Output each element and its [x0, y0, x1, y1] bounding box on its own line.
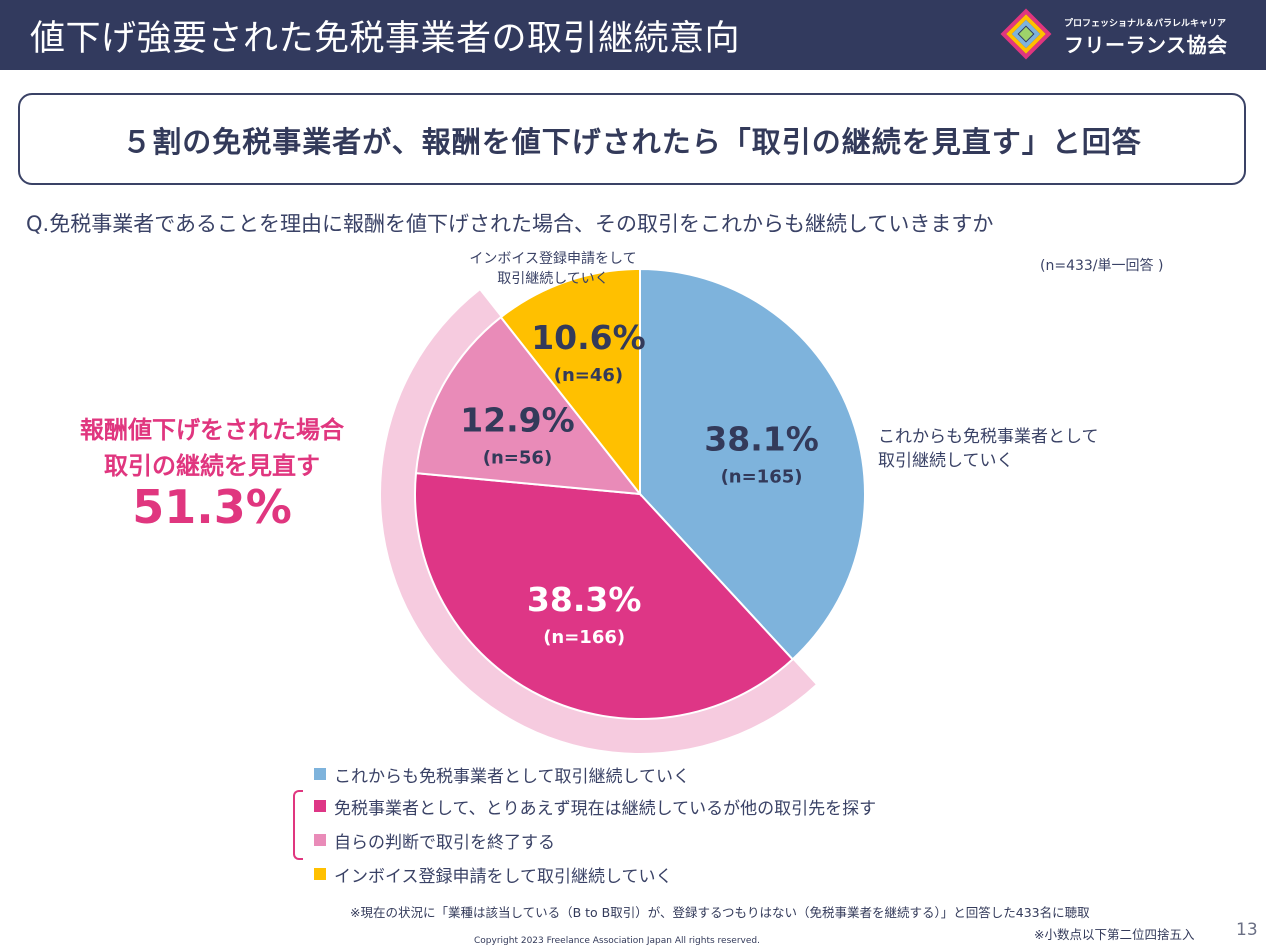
footnote-sample: ※現在の状況に「業種は該当している（B to B取引）が、登録するつもりはない（…: [350, 905, 1090, 920]
pie-slice: [639, 267, 866, 661]
pie-slice: [499, 267, 641, 497]
headline-text: ５割の免税事業者が、報酬を値下げされたら「取引の継続を見直す」と回答: [122, 125, 1142, 159]
slice-count-label: (n=165): [721, 466, 803, 487]
logo-name: フリーランス協会: [1064, 33, 1228, 57]
slide-header: 値下げ強要された免税事業者の取引継続意向 プロフェッショナル＆パラレルキャリア …: [0, 0, 1266, 70]
headline-box: ５割の免税事業者が、報酬を値下げされたら「取引の継続を見直す」と回答: [18, 93, 1246, 185]
outside-label-line: これからも免税事業者として: [878, 427, 1099, 447]
legend-swatch: [314, 868, 326, 880]
pie-slice: [414, 472, 795, 720]
legend-label: 免税事業者として、とりあえず現在は継続しているが他の取引先を探す: [334, 799, 877, 819]
outside-label-line: インボイス登録申請をして: [469, 251, 636, 267]
logo-mark-icon: [1000, 8, 1052, 60]
outside-label-line: 取引継続していく: [878, 451, 1014, 471]
slice-count-label: (n=166): [543, 627, 625, 648]
callout-percentage: 51.3%: [132, 480, 292, 534]
association-logo: プロフェッショナル＆パラレルキャリア フリーランス協会: [998, 6, 1258, 64]
callout-line-2: 取引の継続を見直す: [104, 452, 320, 480]
slice-percentage-label: 10.6%: [531, 318, 646, 357]
legend-swatch: [314, 800, 326, 812]
slice-percentage-label: 38.1%: [704, 419, 819, 458]
slice-percentage-label: 38.3%: [527, 580, 642, 619]
sample-size-note: (n=433/単一回答 ): [1040, 258, 1164, 274]
legend-swatch: [314, 768, 326, 780]
pie-slice: [414, 315, 643, 496]
slice-count-label: (n=56): [483, 447, 552, 468]
legend-swatch: [314, 834, 326, 846]
copyright: Copyright 2023 Freelance Association Jap…: [474, 936, 760, 946]
legend-label: これからも免税事業者として取引継続していく: [334, 767, 690, 787]
outside-label-line: 取引継続していく: [497, 270, 609, 287]
slice-percentage-label: 12.9%: [460, 400, 575, 439]
page-number: 13: [1236, 920, 1258, 940]
footnote-rounding: ※小数点以下第二位四捨五入: [1034, 927, 1195, 942]
callout-line-1: 報酬値下げをされた場合: [80, 416, 344, 444]
legend-label: 自らの判断で取引を終了する: [334, 833, 555, 853]
slide-title: 値下げ強要された免税事業者の取引継続意向: [30, 19, 741, 59]
legend-bracket: [293, 790, 303, 860]
survey-question: Q.免税事業者であることを理由に報酬を値下げされた場合、その取引をこれからも継続…: [26, 212, 994, 236]
logo-subtitle: プロフェッショナル＆パラレルキャリア: [1064, 19, 1227, 29]
legend-label: インボイス登録申請をして取引継続していく: [334, 867, 673, 887]
slice-count-label: (n=46): [554, 365, 623, 386]
